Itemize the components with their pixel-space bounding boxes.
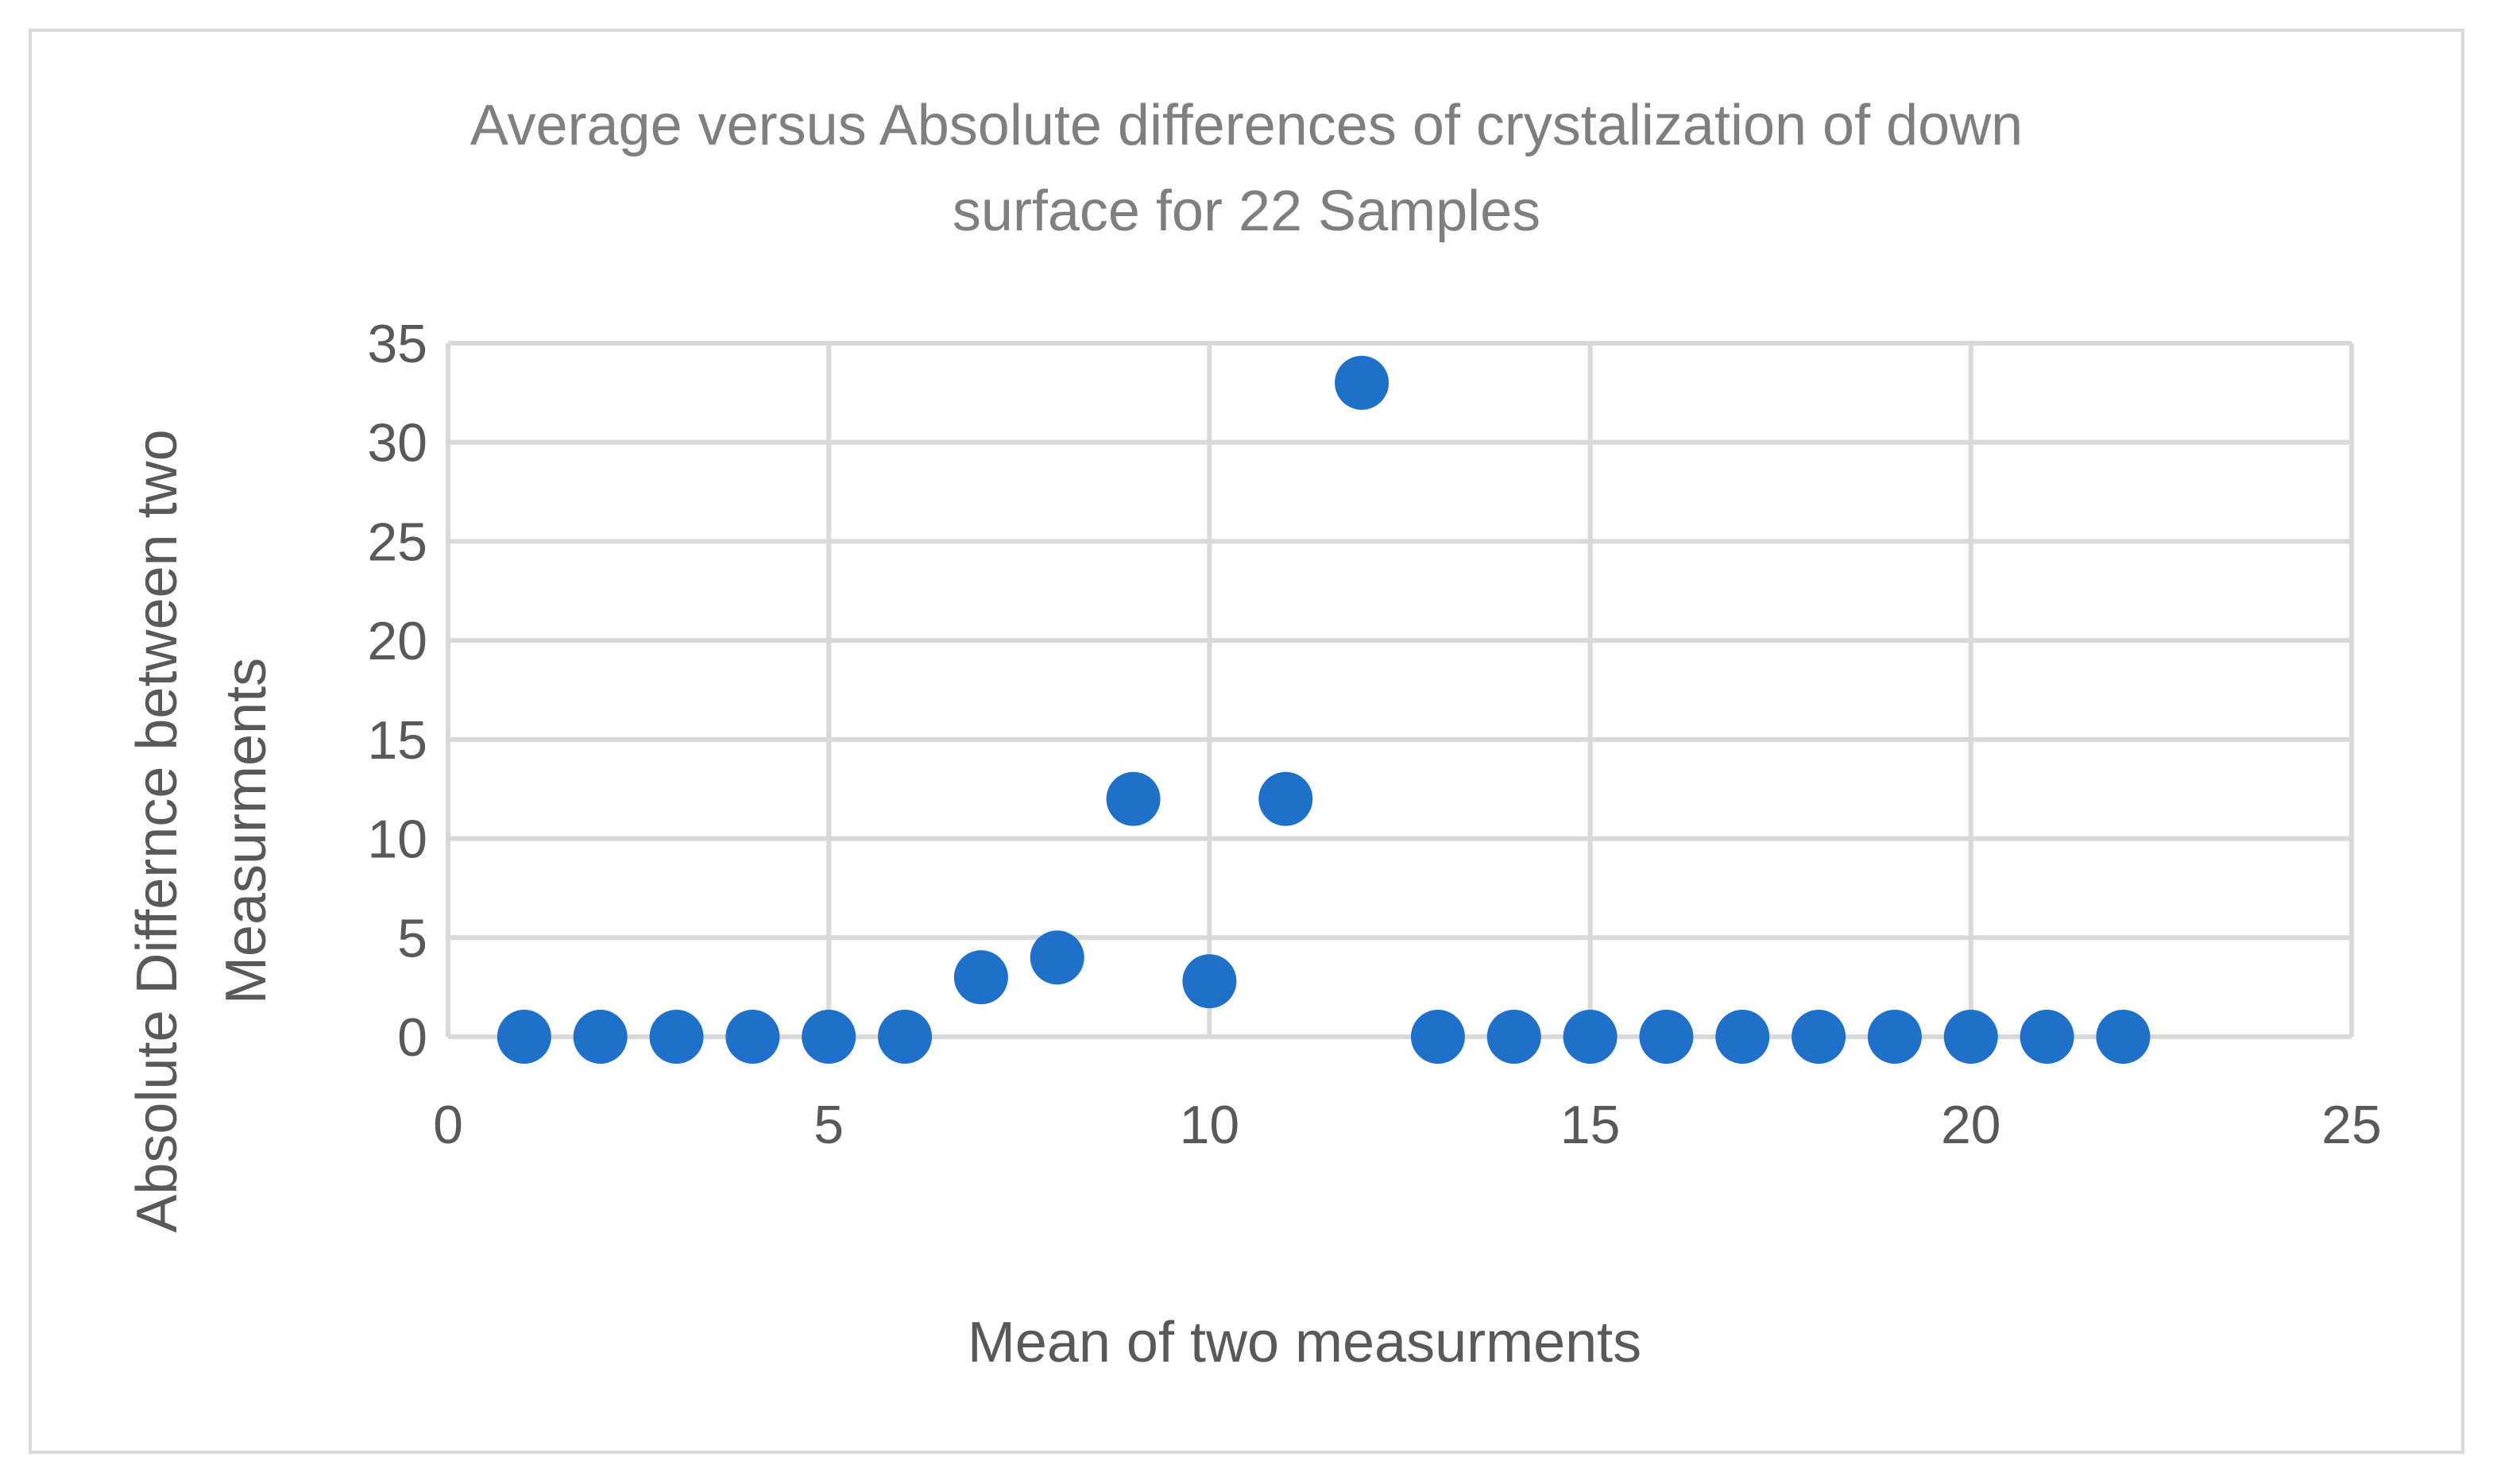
data-point-16 xyxy=(1639,1010,1694,1064)
data-point-10 xyxy=(1182,954,1237,1009)
data-point-17 xyxy=(1715,1010,1770,1064)
y-tick-label-30: 30 xyxy=(367,413,427,473)
data-point-21 xyxy=(2020,1010,2074,1064)
y-axis-title: Absolute Differnce between two Measurmen… xyxy=(126,429,278,1232)
data-point-6 xyxy=(878,1010,933,1064)
x-tick-label-10: 10 xyxy=(1180,1095,1240,1155)
x-tick-label-20: 20 xyxy=(1941,1095,2001,1155)
data-point-1 xyxy=(497,1010,551,1064)
data-point-13 xyxy=(1410,1010,1465,1064)
y-tick-label-15: 15 xyxy=(367,710,427,771)
y-tick-label-5: 5 xyxy=(397,908,427,968)
data-point-5 xyxy=(802,1010,856,1064)
data-point-12 xyxy=(1335,355,1390,410)
data-point-18 xyxy=(1791,1010,1846,1064)
x-axis-title: Mean of two measurments xyxy=(968,1311,1641,1374)
data-point-11 xyxy=(1258,771,1313,826)
data-point-15 xyxy=(1563,1010,1618,1064)
y-tick-label-20: 20 xyxy=(367,611,427,671)
x-tick-label-15: 15 xyxy=(1560,1095,1621,1155)
data-point-4 xyxy=(725,1010,780,1064)
data-point-22 xyxy=(2096,1010,2151,1064)
chart-title-line-2: surface for 22 Samples xyxy=(953,180,1540,243)
y-axis-title-line-1: Absolute Differnce between two xyxy=(126,429,189,1232)
y-axis-ticks: 0 5 10 15 20 25 30 35 xyxy=(367,314,427,1068)
y-tick-label-0: 0 xyxy=(397,1007,427,1068)
y-axis-title-line-2: Measurments xyxy=(215,658,278,1004)
data-point-8 xyxy=(1030,930,1084,985)
data-point-2 xyxy=(573,1010,628,1064)
data-point-9 xyxy=(1106,771,1161,826)
data-point-20 xyxy=(1943,1010,1998,1064)
data-point-14 xyxy=(1486,1010,1541,1064)
x-tick-label-0: 0 xyxy=(433,1095,463,1155)
y-tick-label-10: 10 xyxy=(367,810,427,870)
x-axis-ticks: 0 5 10 15 20 25 xyxy=(433,1095,2382,1155)
data-point-7 xyxy=(953,950,1008,1005)
data-points xyxy=(497,355,2151,1064)
x-tick-label-5: 5 xyxy=(814,1095,844,1155)
data-point-19 xyxy=(1867,1010,1922,1064)
y-tick-label-35: 35 xyxy=(367,314,427,374)
y-tick-label-25: 25 xyxy=(367,512,427,572)
gridlines xyxy=(446,341,2354,1039)
chart-title-line-1: Average versus Absolute differences of c… xyxy=(470,94,2023,157)
x-tick-label-25: 25 xyxy=(2321,1095,2382,1155)
data-point-3 xyxy=(649,1010,704,1064)
